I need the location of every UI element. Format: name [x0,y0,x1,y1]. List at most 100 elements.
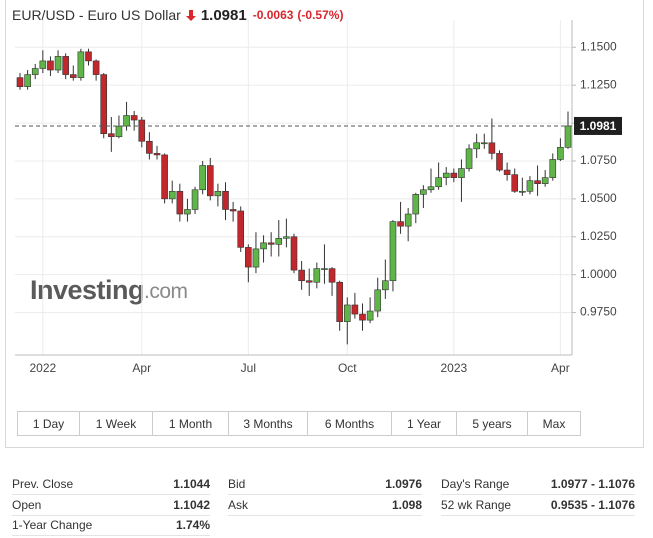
stat: Open 1.1042 [12,495,210,516]
candle-body [366,310,374,321]
stats-row: Prev. Close 1.1044 Bid 1.0976 Day's Range 1.0… [5,474,645,495]
down-arrow [185,10,196,21]
candle-body [427,186,435,191]
current-price-label: 1.0981 [580,119,617,133]
candle-body [465,148,473,169]
candle-body [245,247,252,268]
candle-body [176,190,184,215]
range-button[interactable]: 3 Months [229,412,308,435]
x-tick-label: Oct [338,361,357,375]
candle-body [199,165,206,191]
candle-body [260,242,267,250]
x-tick-label: 2023 [440,361,467,375]
candle-body [130,115,138,121]
candle-body [450,172,458,178]
candle-body [31,68,39,75]
range-button[interactable]: Max [542,416,566,431]
candle-body [541,177,549,185]
candle-body [229,209,237,212]
candle-body [47,60,54,71]
candle-body [161,154,168,200]
candle-body [496,153,503,171]
candle-body [374,289,382,312]
candle-body [138,119,146,142]
candle-body [343,304,351,322]
candle-body [290,236,298,271]
candle-body [382,280,389,291]
candle-body [85,51,92,62]
stat-value: 1.0977 - 1.1076 [550,477,635,491]
y-tick-label: 0.9750 [580,305,617,319]
stats-row: Open 1.1042 Ask 1.098 52 wk Range 0.9535 - 1.… [5,495,645,516]
stat-label: 52 wk Range [441,497,512,512]
y-tick-label: 1.1500 [580,39,617,53]
candle-body [488,142,496,154]
range-button[interactable]: 6 Months [308,412,392,435]
y-tick-label: 1.0250 [580,229,617,243]
candle-body [39,60,47,69]
candle-body [534,180,541,185]
stat: Prev. Close 1.1044 [12,474,210,495]
y-tick-label: 1.0500 [580,191,617,205]
range-button[interactable]: 1 Year [392,412,457,435]
stat: 52 wk Range 0.9535 - 1.1076 [441,495,635,516]
candle-body [92,60,100,75]
candle-body [62,56,69,75]
stats-row: 1-Year Change 1.74% [5,515,645,536]
candle-body [206,165,214,197]
candle-body [321,268,328,270]
candle-body [397,221,404,227]
range-button[interactable]: 5 years [457,412,528,435]
candle-body [389,221,397,282]
stat-label: Day's Range [441,477,510,491]
candle-body [77,51,85,78]
change-percent: (-0.57%) [297,8,344,22]
candle-body [549,159,557,178]
candle-body [359,313,366,321]
stat-label: Open [12,497,42,512]
stat-value: 1.098 [391,497,422,512]
candle-body [184,209,191,215]
candle-body [16,77,24,87]
header: EUR/USD - Euro US Dollar 1.0981 -0.0063 … [12,5,343,25]
candle-body [108,133,115,138]
x-tick-label: Apr [132,361,151,375]
chart-panel [5,0,644,448]
instrument-title: EUR/USD - Euro US Dollar [12,7,181,23]
y-tick-label: 1.1250 [580,77,617,91]
candle-body [519,190,526,193]
candle-body [69,74,77,78]
stat: Ask 1.098 [228,495,422,516]
candle-body [511,174,519,192]
candle-body [283,236,290,239]
candle-body [351,304,359,315]
y-tick-label: 1.0000 [580,267,617,281]
range-button[interactable]: 1 Week [80,412,153,435]
chart: Investing.com 0.9750 1.0000 1.0250 1.0500 1.0… [15,20,622,375]
candle-body [328,268,336,283]
candle-body [412,194,420,215]
candle-body [473,142,480,150]
stat-value: 0.9535 - 1.1076 [550,497,635,512]
candle-body [146,140,153,154]
candle-body [237,210,245,248]
candle-body [336,281,343,322]
stat-label: 1-Year Change [12,518,93,532]
range-button[interactable]: 1 Month [153,412,229,435]
x-tick-label: Apr [551,361,570,375]
range-button[interactable]: 1 Day [18,412,80,435]
candle-body [420,189,427,195]
candle-body [526,180,534,192]
candle-body [24,74,31,87]
range-buttons: 1 Day 1 Week 1 Month 3 Months 6 Months 1 Year… [17,411,581,436]
stats-table: Prev. Close 1.1044 Bid 1.0976 Day's Range 1.0… [5,474,645,536]
candle-body [267,242,275,245]
candle-body [442,172,450,178]
candle-body [168,190,176,200]
stat-label: Prev. Close [12,477,74,491]
watermark-suffix: .com [144,280,188,303]
candle-body [458,168,465,178]
stat-label: Bid [228,477,246,491]
change: -0.0063 [252,8,294,22]
